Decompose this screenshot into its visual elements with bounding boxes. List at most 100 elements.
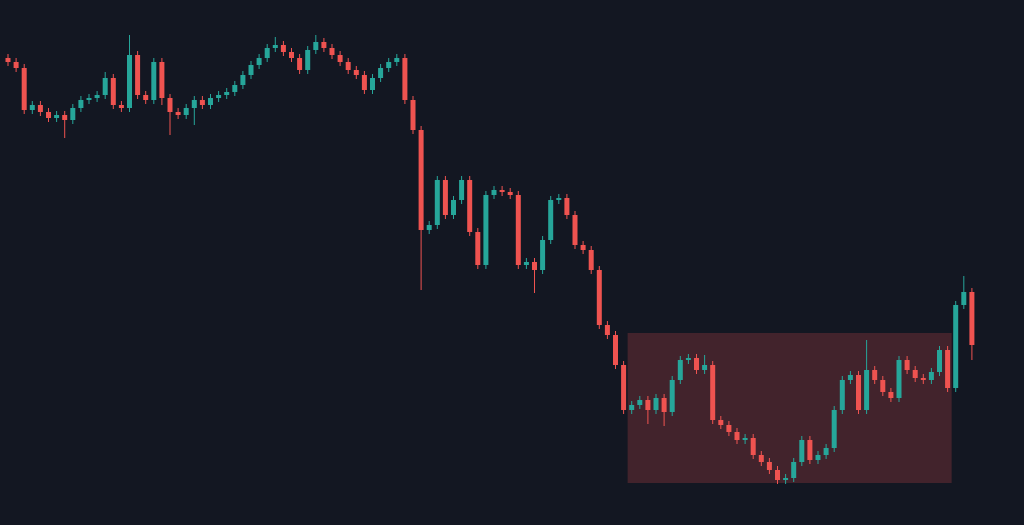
candle-body [313, 42, 319, 50]
candle-body [556, 198, 562, 200]
candle-body [370, 78, 375, 90]
candle-body [418, 130, 424, 230]
candle-body [289, 52, 294, 58]
candle-body [928, 372, 934, 380]
candle-body [224, 92, 230, 95]
candle-body [426, 225, 432, 230]
candle-body [208, 98, 213, 105]
candle-body [653, 398, 659, 410]
candle-body [62, 115, 68, 120]
candle-body [321, 42, 327, 48]
candle-body [710, 365, 716, 420]
candle-body [272, 45, 278, 48]
candle-body [483, 195, 489, 265]
candle-body [232, 85, 238, 92]
candle-body [410, 100, 416, 130]
candle-body [151, 62, 157, 100]
candle-body [645, 400, 651, 410]
candle-body [475, 232, 481, 265]
candle-body [29, 105, 35, 110]
candle-body [353, 70, 359, 75]
candle-body [78, 100, 84, 108]
candle-body [807, 440, 813, 460]
candle-body [621, 365, 627, 410]
candle-body [175, 112, 181, 115]
candle-body [856, 375, 861, 410]
candle-body [540, 240, 546, 270]
candle-body [280, 45, 286, 52]
candle-body [5, 58, 11, 62]
candle-body [54, 115, 60, 118]
candle-body [685, 358, 691, 360]
candle-body [515, 195, 521, 265]
candle-body [953, 305, 959, 388]
candle-body [135, 55, 141, 95]
candle-body [896, 360, 902, 398]
candle-body [337, 55, 343, 62]
candle-body [345, 62, 351, 70]
candle-body [523, 262, 529, 265]
candle-body [888, 392, 894, 398]
candle-body [920, 378, 926, 380]
candle-body [329, 48, 335, 55]
candle-body [831, 410, 837, 448]
candle-body [775, 470, 780, 480]
candle-body [945, 350, 951, 388]
candle-body [572, 215, 578, 245]
candle-body [839, 380, 845, 410]
candle-body [604, 325, 610, 335]
candle-body [548, 200, 554, 240]
candle-body [361, 75, 367, 90]
candle-body [240, 75, 246, 85]
candle-body [799, 440, 805, 462]
candle-body [199, 100, 205, 105]
candle-body [70, 108, 76, 120]
candle-body [564, 198, 570, 215]
candle-body [167, 98, 173, 112]
candle-body [110, 78, 116, 105]
candle-body [847, 375, 853, 380]
candle-body [386, 62, 392, 68]
candle-body [451, 200, 456, 215]
candle-body [305, 50, 311, 70]
candle-body [750, 438, 756, 455]
candle-body [937, 350, 942, 372]
candle-body [742, 438, 748, 440]
candle-body [677, 360, 683, 380]
candle-body [629, 405, 635, 410]
candle-body [718, 420, 724, 425]
candle-body [702, 365, 708, 370]
candle-body [880, 380, 886, 392]
candle-body [102, 78, 108, 95]
candle-body [872, 370, 878, 380]
candle-body [961, 292, 967, 305]
candle-body [596, 270, 602, 325]
candle-body [467, 180, 473, 232]
candle-body [766, 462, 772, 470]
candle-body [791, 462, 797, 478]
candle-body [256, 58, 262, 65]
candle-body [532, 262, 537, 270]
candle-body [613, 335, 618, 365]
candle-body [669, 380, 675, 412]
candle-body [637, 400, 643, 405]
candle-body [159, 62, 165, 98]
candle-body [183, 108, 189, 115]
candle-body [216, 95, 222, 98]
candle-body [507, 192, 513, 195]
candle-body [248, 65, 254, 75]
candle-body [118, 105, 124, 108]
candle-body [491, 190, 497, 195]
candle-body [783, 478, 789, 480]
candle-body [442, 180, 448, 215]
candle-body [191, 100, 197, 108]
candle-body [499, 190, 505, 192]
candle-body [297, 58, 303, 70]
candle-body [580, 245, 586, 250]
candle-body [459, 180, 465, 200]
candle-body [823, 448, 829, 455]
candle-body [127, 55, 132, 108]
candle-body [864, 370, 870, 410]
candle-body [904, 360, 910, 370]
